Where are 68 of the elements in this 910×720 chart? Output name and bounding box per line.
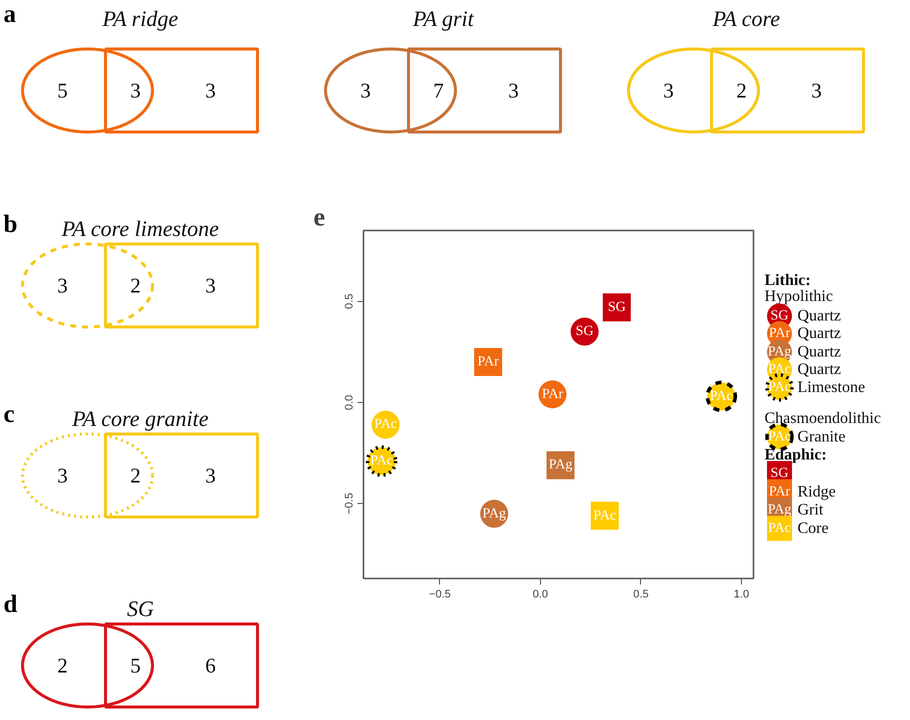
data-label: 2 xyxy=(130,464,141,488)
text: PA grit xyxy=(412,6,475,31)
text: PA core granite xyxy=(71,406,209,431)
text: Chasmoendolithic xyxy=(764,410,881,428)
data-label: 7 xyxy=(433,78,444,102)
data-label: PAc xyxy=(593,508,616,524)
text: PAg xyxy=(768,502,792,518)
x-tick-label: 0.0 xyxy=(532,588,548,600)
text: PA ridge xyxy=(102,6,178,31)
data-label: 3 xyxy=(205,274,216,298)
data-label: PAr xyxy=(542,386,564,402)
text: PA core limestone xyxy=(60,216,220,241)
legend-label: Limestone xyxy=(798,378,866,396)
legend-label: Quartz xyxy=(798,361,842,378)
legend-label: Quartz xyxy=(798,307,842,324)
legend-label: Core xyxy=(798,520,829,537)
x-tick-label: 0.5 xyxy=(633,588,649,600)
data-label: PAc xyxy=(374,417,398,432)
text: PAr xyxy=(768,326,790,342)
data-label: 2 xyxy=(130,274,141,298)
data-label: 3 xyxy=(663,78,674,102)
text: PAg xyxy=(768,344,792,360)
data-label: PAc xyxy=(710,388,733,404)
text: a xyxy=(4,1,16,28)
text: PAr xyxy=(768,484,790,500)
legend-label: Quartz xyxy=(798,325,842,342)
data-label: 5 xyxy=(130,654,141,678)
data-label: 3 xyxy=(205,78,216,102)
data-label: 3 xyxy=(360,78,371,102)
x-tick-label: −0.5 xyxy=(429,588,451,600)
data-label: 3 xyxy=(205,464,216,488)
text: SG xyxy=(127,596,154,621)
y-tick-label: −0.5 xyxy=(344,492,356,514)
data-label: 3 xyxy=(130,78,141,102)
data-label: PAg xyxy=(482,506,506,522)
data-label: SG xyxy=(576,324,594,340)
legend-label: Granite xyxy=(798,428,846,446)
data-label: 3 xyxy=(811,78,822,102)
text: Lithic: xyxy=(764,272,811,290)
data-label: 3 xyxy=(57,274,68,298)
legend-label: Quartz xyxy=(798,343,842,360)
text: d xyxy=(4,591,18,618)
legend-label: Ridge xyxy=(798,483,836,500)
legend-label: Grit xyxy=(798,502,824,519)
text: PAc xyxy=(768,362,791,378)
data-label: 3 xyxy=(57,464,68,488)
text: Edaphic: xyxy=(764,446,827,464)
text: e xyxy=(314,202,326,232)
data-label: PAc xyxy=(370,454,394,469)
data-label: PAr xyxy=(478,354,500,370)
x-tick-label: 1.0 xyxy=(734,588,750,600)
text: PAc xyxy=(768,520,791,536)
data-label: SG xyxy=(608,300,626,315)
data-label: PAg xyxy=(548,458,572,473)
data-label: 2 xyxy=(736,78,747,102)
data-label: 3 xyxy=(508,78,519,102)
y-tick-label: 0.5 xyxy=(344,294,356,309)
y-tick-label: 0.0 xyxy=(344,394,356,410)
text: PA core xyxy=(712,6,780,31)
text: b xyxy=(4,211,18,238)
text: SG xyxy=(770,308,788,324)
data-label: 5 xyxy=(57,78,68,102)
text: SG xyxy=(770,466,788,481)
data-label: 6 xyxy=(205,654,216,678)
text: c xyxy=(4,401,15,428)
data-label: 2 xyxy=(57,654,68,678)
text: Hypolithic xyxy=(764,288,833,305)
text: PAc xyxy=(768,380,791,395)
